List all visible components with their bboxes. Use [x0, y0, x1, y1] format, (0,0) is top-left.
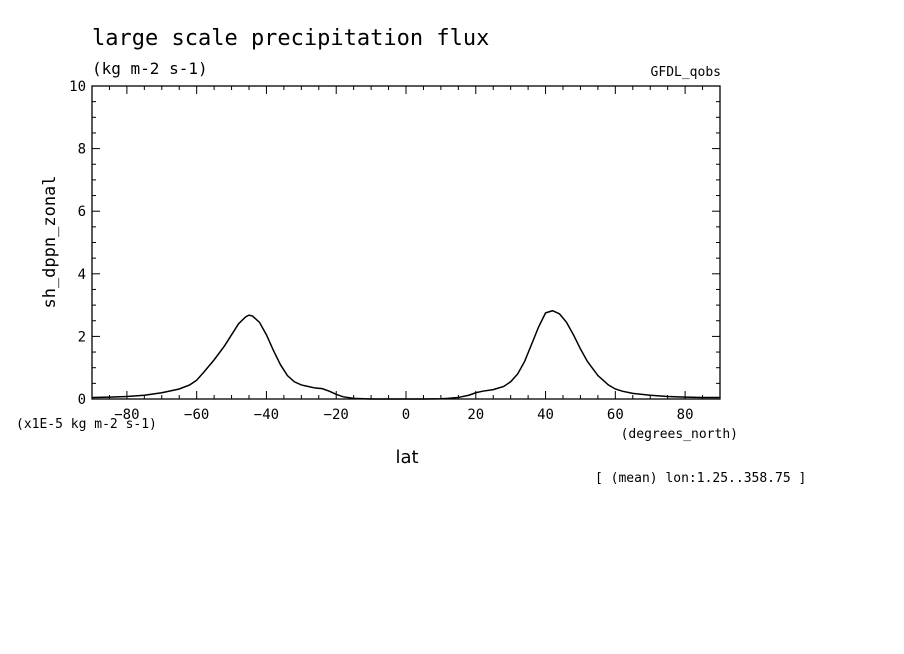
tick-marks [91, 85, 721, 400]
y-axis-units: (x1E-5 kg m-2 s-1) [16, 417, 157, 432]
y-tick-label: 8 [78, 142, 86, 158]
footnote: [ (mean) lon:1.25..358.75 ] [595, 471, 806, 486]
x-axis-label: lat [395, 447, 418, 468]
x-tick-label: 60 [607, 407, 624, 423]
y-tick-label: 2 [78, 329, 86, 345]
y-tick-label: 10 [69, 79, 86, 95]
x-tick-label: −40 [254, 407, 279, 423]
y-tick-label: 4 [78, 267, 86, 283]
x-tick-labels: −80 −60 −40 −20 0 20 40 60 80 [114, 407, 693, 423]
x-tick-label: 0 [402, 407, 410, 423]
y-tick-label: 0 [78, 392, 86, 408]
x-tick-label: 80 [677, 407, 694, 423]
y-tick-label: 6 [78, 204, 86, 220]
y-axis-label: sh_dppn_zonal [40, 175, 60, 308]
x-tick-label: 40 [537, 407, 554, 423]
x-axis-units: (degrees_north) [621, 427, 738, 442]
dataset-label: GFDL_qobs [651, 65, 721, 80]
chart-title: large scale precipitation flux [92, 26, 489, 51]
plot-frame [91, 85, 721, 400]
x-tick-label: −80 [114, 407, 139, 423]
y-tick-labels: 0 2 4 6 8 10 [69, 79, 86, 408]
x-tick-label: −20 [324, 407, 349, 423]
x-tick-label: 20 [467, 407, 484, 423]
x-tick-label: −60 [184, 407, 209, 423]
series-line [91, 309, 720, 400]
chart-units: (kg m-2 s-1) [92, 59, 208, 78]
